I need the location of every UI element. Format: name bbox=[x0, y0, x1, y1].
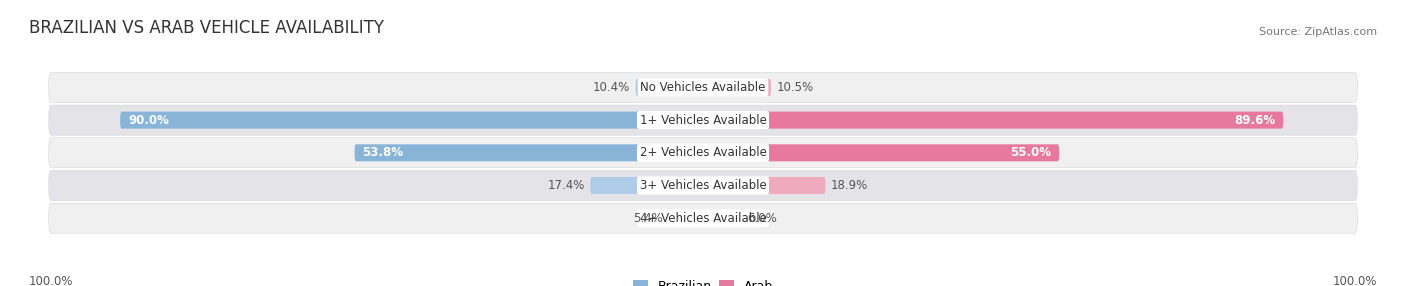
FancyBboxPatch shape bbox=[703, 79, 770, 96]
FancyBboxPatch shape bbox=[636, 79, 703, 96]
FancyBboxPatch shape bbox=[120, 112, 703, 129]
Text: 89.6%: 89.6% bbox=[1234, 114, 1275, 127]
Text: Source: ZipAtlas.com: Source: ZipAtlas.com bbox=[1258, 27, 1376, 37]
Text: 3+ Vehicles Available: 3+ Vehicles Available bbox=[640, 179, 766, 192]
Text: 100.0%: 100.0% bbox=[30, 275, 73, 286]
Text: 55.0%: 55.0% bbox=[1011, 146, 1052, 159]
FancyBboxPatch shape bbox=[49, 138, 1357, 168]
FancyBboxPatch shape bbox=[49, 203, 1357, 233]
FancyBboxPatch shape bbox=[49, 72, 1357, 102]
Text: No Vehicles Available: No Vehicles Available bbox=[640, 81, 766, 94]
Legend: Brazilian, Arab: Brazilian, Arab bbox=[627, 275, 779, 286]
Text: 4+ Vehicles Available: 4+ Vehicles Available bbox=[640, 212, 766, 225]
Text: 5.4%: 5.4% bbox=[633, 212, 662, 225]
FancyBboxPatch shape bbox=[703, 144, 1059, 161]
Text: 6.0%: 6.0% bbox=[747, 212, 778, 225]
FancyBboxPatch shape bbox=[703, 177, 825, 194]
Text: 17.4%: 17.4% bbox=[548, 179, 585, 192]
FancyBboxPatch shape bbox=[703, 210, 742, 227]
Text: 2+ Vehicles Available: 2+ Vehicles Available bbox=[640, 146, 766, 159]
FancyBboxPatch shape bbox=[703, 112, 1284, 129]
Text: 10.5%: 10.5% bbox=[776, 81, 814, 94]
Text: BRAZILIAN VS ARAB VEHICLE AVAILABILITY: BRAZILIAN VS ARAB VEHICLE AVAILABILITY bbox=[30, 19, 384, 37]
FancyBboxPatch shape bbox=[668, 210, 703, 227]
FancyBboxPatch shape bbox=[591, 177, 703, 194]
FancyBboxPatch shape bbox=[49, 105, 1357, 135]
Text: 18.9%: 18.9% bbox=[831, 179, 868, 192]
FancyBboxPatch shape bbox=[49, 170, 1357, 200]
Text: 90.0%: 90.0% bbox=[128, 114, 169, 127]
Text: 53.8%: 53.8% bbox=[363, 146, 404, 159]
Text: 10.4%: 10.4% bbox=[593, 81, 630, 94]
Text: 100.0%: 100.0% bbox=[1333, 275, 1376, 286]
Text: 1+ Vehicles Available: 1+ Vehicles Available bbox=[640, 114, 766, 127]
FancyBboxPatch shape bbox=[354, 144, 703, 161]
